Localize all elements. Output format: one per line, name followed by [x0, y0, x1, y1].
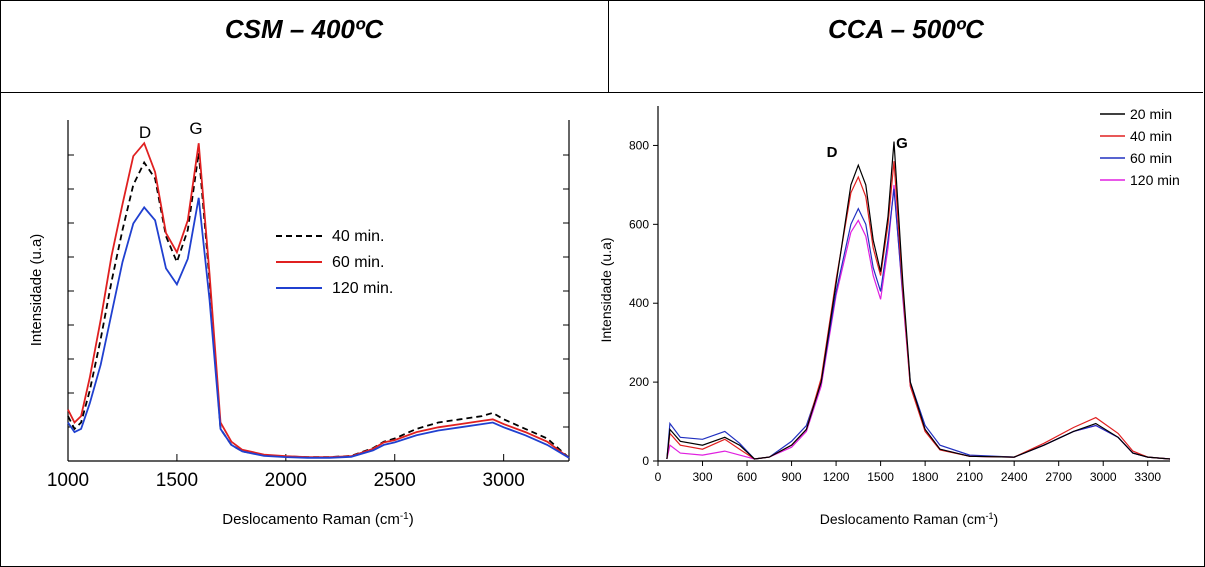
x-tick-label-right-7: 2100	[956, 470, 983, 484]
legend-label-left-2: 120 min.	[332, 280, 393, 297]
x-tick-label-right-9: 2700	[1045, 470, 1072, 484]
legend-label-left-0: 40 min.	[332, 228, 384, 245]
x-tick-label-left-2: 2000	[265, 470, 307, 491]
chart-left: 1000 1500 2000 2500 3000 D G 40 min. 60 min. 1…	[28, 119, 570, 529]
series-line-right-0	[666, 141, 1171, 460]
x-tick-label-right-2: 600	[737, 470, 757, 484]
x-tick-label-right-4: 1200	[823, 470, 850, 484]
x-tick-label-left-0: 1000	[47, 470, 89, 491]
y-tick-label-right-4: 800	[629, 138, 649, 152]
x-tick-label-right-5: 1500	[867, 470, 894, 484]
peak-label-g: G	[896, 135, 908, 152]
x-tick-label-right-1: 300	[693, 470, 713, 484]
x-tick-label-right-11: 3300	[1134, 470, 1161, 484]
x-tick-label-right-6: 1800	[912, 470, 939, 484]
y-tick-label-right-3: 600	[629, 217, 649, 231]
x-axis-label-right: Deslocamento Raman (cm-1)	[820, 511, 998, 527]
legend-label-right-3: 120 min	[1130, 172, 1180, 188]
peak-label-d: D	[139, 123, 151, 142]
legend-label-right-1: 40 min	[1130, 128, 1172, 144]
panel-title-left: CSM – 400ºC	[224, 14, 384, 44]
legend-label-left-1: 60 min.	[332, 254, 384, 271]
series-line-left-2	[67, 197, 570, 459]
x-tick-label-left-1: 1500	[156, 470, 198, 491]
x-tick-label-left-4: 3000	[483, 470, 525, 491]
legend-left: 40 min. 60 min. 120 min.	[276, 228, 393, 297]
x-tick-label-right-3: 900	[782, 470, 802, 484]
y-axis-label-right: Intensidade (u.a)	[600, 237, 614, 342]
y-tick-label-right-0: 0	[642, 454, 649, 468]
peak-label-g: G	[189, 119, 202, 138]
legend-label-right-2: 60 min	[1130, 150, 1172, 166]
chart-right: 0 300 600 900 1200 1500 1800 2100 2400 2700 3000 33…	[600, 106, 1180, 527]
peak-label-d: D	[827, 144, 838, 161]
legend-label-right-0: 20 min	[1130, 106, 1172, 122]
y-axis-label-left: Intensidade (u.a)	[28, 234, 45, 347]
x-tick-label-right-10: 3000	[1090, 470, 1117, 484]
legend-right: 20 min 40 min 60 min 120 min	[1100, 106, 1180, 188]
series-line-left-0	[67, 152, 570, 459]
header-bottom-border	[0, 92, 1203, 93]
series-line-right-1	[666, 161, 1171, 460]
y-tick-label-right-1: 200	[629, 375, 649, 389]
x-axis-label-left: Deslocamento Raman (cm-1)	[222, 511, 413, 529]
panel-title-right: CCA – 500ºC	[828, 14, 984, 44]
x-tick-label-left-3: 2500	[374, 470, 416, 491]
header-divider	[608, 0, 609, 93]
series-line-left-1	[67, 141, 570, 459]
y-tick-label-right-2: 400	[629, 296, 649, 310]
x-tick-label-right-8: 2400	[1001, 470, 1028, 484]
x-tick-label-right-0: 0	[655, 470, 662, 484]
